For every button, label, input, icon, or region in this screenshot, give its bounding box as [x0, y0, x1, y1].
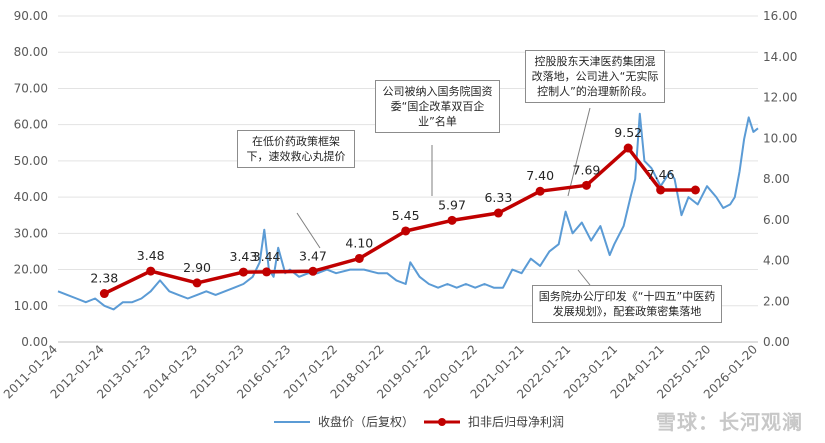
profit-data-label: 3.48: [137, 248, 165, 263]
legend-profit-label: 扣非后归母净利润: [468, 415, 565, 429]
legend-price-swatch: [274, 420, 310, 423]
profit-series: [99, 143, 700, 299]
profit-data-label: 3.47: [299, 248, 327, 263]
legend-profit: 扣非后归母净利润: [422, 413, 564, 430]
left-tick-label: 70.00: [14, 81, 48, 95]
profit-data-label: 2.38: [90, 271, 118, 286]
profit-data-label: 7.46: [647, 167, 675, 182]
profit-point: [146, 266, 156, 276]
annotation-tcm-plan: 国务院办公厅印发《“十四五”中医药发展规划》，配套政策密集落地: [532, 285, 722, 323]
annotation-leader: [567, 107, 591, 197]
profit-point: [493, 208, 503, 218]
price-line: [57, 112, 759, 311]
right-tick-label: 4.00: [763, 254, 790, 268]
watermark: 雪球：长河观澜: [656, 410, 803, 434]
profit-data-label: 5.97: [438, 197, 466, 212]
profit-point: [656, 185, 666, 195]
profit-point: [447, 215, 457, 225]
annotation-leader: [296, 212, 321, 249]
annotation-leaders: [296, 107, 591, 286]
right-tick-label: 10.00: [763, 131, 797, 145]
left-axis-ticks: 0.00 10.00 20.00 30.00 40.00 50.00 60.00 70.00 8…: [14, 9, 48, 349]
profit-point: [581, 180, 591, 190]
right-tick-label: 0.00: [763, 335, 790, 349]
right-tick-label: 12.00: [763, 91, 797, 105]
profit-point: [308, 266, 318, 276]
profit-data-label: 3.44: [253, 249, 281, 264]
left-tick-label: 20.00: [14, 263, 48, 277]
profit-data-labels: 2.38 3.48 2.90 3.433.44 3.47 4.10 5.45 5.97 6.33…: [90, 125, 674, 285]
profit-data-label: 4.10: [345, 235, 373, 250]
x-axis-ticks: 2011-01-242012-01-242013-01-232014-01-23…: [1, 342, 760, 401]
right-tick-label: 2.00: [763, 294, 790, 308]
right-tick-label: 16.00: [763, 9, 797, 23]
left-tick-label: 40.00: [14, 190, 48, 204]
profit-data-label: 3.43: [230, 249, 258, 264]
legend-profit-swatch: [424, 417, 460, 426]
profit-point: [238, 267, 248, 277]
annotation-double-hundred: 公司被纳入国务院国资委“国企改革双百企业”名单: [375, 80, 500, 133]
left-tick-label: 80.00: [14, 45, 48, 59]
right-tick-label: 8.00: [763, 172, 790, 186]
price-series: [57, 112, 759, 311]
profit-point: [690, 185, 700, 195]
profit-data-label: 6.33: [484, 190, 512, 205]
profit-data-label: 9.52: [614, 125, 642, 140]
profit-data-label: 7.40: [526, 168, 554, 183]
profit-point: [192, 278, 202, 288]
right-tick-label: 14.00: [763, 50, 797, 64]
left-tick-label: 10.00: [14, 299, 48, 313]
left-tick-label: 60.00: [14, 118, 48, 132]
right-axis-ticks: 0.00 2.00 4.00 6.00 8.00 10.00 12.00 14.00 16.00: [763, 9, 797, 349]
right-tick-label: 6.00: [763, 213, 790, 227]
profit-point: [535, 186, 545, 196]
left-tick-label: 90.00: [14, 9, 48, 23]
left-tick-label: 0.00: [21, 335, 48, 349]
annotation-price-hike: 在低价药政策框架下，速效救心丸提价: [237, 130, 355, 168]
profit-point: [99, 289, 109, 299]
legend-price-label: 收盘价（后复权）: [318, 415, 415, 429]
profit-point: [354, 253, 364, 263]
profit-data-label: 7.69: [573, 162, 601, 177]
annotation-mixed-ownership: 控股股东天津医药集团混改落地，公司进入“无实际控制人”的治理新阶段。: [525, 50, 665, 103]
left-tick-label: 30.00: [14, 226, 48, 240]
grid-lines: [58, 15, 758, 343]
annotation-leader: [577, 269, 591, 286]
profit-data-label: 5.45: [392, 208, 420, 223]
profit-point: [623, 143, 633, 153]
profit-point: [401, 226, 411, 236]
left-tick-label: 50.00: [14, 154, 48, 168]
legend-price: 收盘价（后复权）: [272, 413, 414, 430]
profit-data-label: 2.90: [183, 260, 211, 275]
profit-point: [262, 267, 272, 277]
